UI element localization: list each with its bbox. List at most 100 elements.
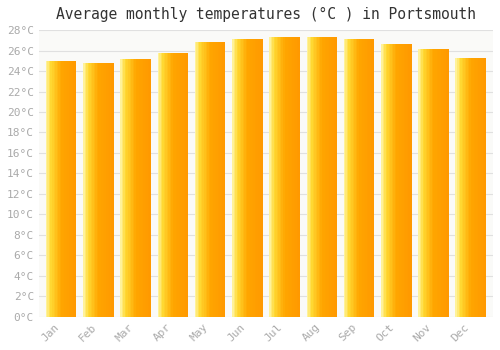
Bar: [326, 37, 328, 317]
Bar: [56, 61, 58, 317]
Bar: [456, 58, 457, 317]
Bar: [100, 63, 102, 317]
Bar: [196, 42, 198, 317]
Bar: [331, 37, 332, 317]
Bar: [310, 37, 311, 317]
Bar: [200, 42, 201, 317]
Bar: [290, 37, 292, 317]
Bar: [52, 61, 54, 317]
Bar: [440, 49, 441, 317]
Title: Average monthly temperatures (°C ) in Portsmouth: Average monthly temperatures (°C ) in Po…: [56, 7, 476, 22]
Bar: [446, 49, 447, 317]
Bar: [90, 63, 92, 317]
Bar: [434, 49, 435, 317]
Bar: [398, 44, 400, 317]
Bar: [373, 39, 374, 317]
Bar: [360, 39, 362, 317]
Bar: [436, 49, 438, 317]
Bar: [392, 44, 393, 317]
Bar: [318, 37, 320, 317]
Bar: [284, 37, 286, 317]
Bar: [138, 59, 140, 317]
Bar: [180, 52, 182, 317]
Bar: [224, 42, 226, 317]
Bar: [353, 39, 354, 317]
Bar: [347, 39, 348, 317]
Bar: [469, 58, 470, 317]
Bar: [346, 39, 347, 317]
Bar: [120, 59, 122, 317]
Bar: [195, 42, 196, 317]
Bar: [447, 49, 448, 317]
Bar: [441, 49, 442, 317]
Bar: [311, 37, 312, 317]
Bar: [46, 61, 48, 317]
Bar: [396, 44, 398, 317]
Bar: [320, 37, 322, 317]
Bar: [106, 63, 108, 317]
Bar: [322, 37, 324, 317]
Bar: [282, 37, 283, 317]
Bar: [482, 58, 483, 317]
Bar: [294, 37, 295, 317]
Bar: [462, 58, 463, 317]
Bar: [261, 39, 262, 317]
Bar: [222, 42, 224, 317]
Bar: [466, 58, 468, 317]
Bar: [50, 61, 52, 317]
Bar: [422, 49, 423, 317]
Bar: [235, 39, 236, 317]
Bar: [297, 37, 298, 317]
Bar: [94, 63, 96, 317]
Bar: [69, 61, 70, 317]
Bar: [348, 39, 350, 317]
Bar: [289, 37, 290, 317]
Bar: [463, 58, 464, 317]
Bar: [55, 61, 56, 317]
Bar: [89, 63, 90, 317]
Bar: [232, 39, 234, 317]
Bar: [382, 44, 384, 317]
Bar: [476, 58, 477, 317]
Bar: [148, 59, 150, 317]
Bar: [365, 39, 366, 317]
Bar: [244, 39, 246, 317]
Bar: [288, 37, 289, 317]
Bar: [184, 52, 185, 317]
Bar: [277, 37, 278, 317]
Bar: [198, 42, 200, 317]
Bar: [474, 58, 476, 317]
Bar: [49, 61, 50, 317]
Bar: [83, 63, 84, 317]
Bar: [140, 59, 141, 317]
Bar: [146, 59, 148, 317]
Bar: [270, 37, 271, 317]
Bar: [84, 63, 86, 317]
Bar: [150, 59, 151, 317]
Bar: [103, 63, 104, 317]
Bar: [97, 63, 98, 317]
Bar: [428, 49, 429, 317]
Bar: [276, 37, 277, 317]
Bar: [170, 52, 172, 317]
Bar: [70, 61, 72, 317]
Bar: [173, 52, 174, 317]
Bar: [286, 37, 288, 317]
Bar: [359, 39, 360, 317]
Bar: [210, 42, 212, 317]
Bar: [312, 37, 314, 317]
Bar: [213, 42, 214, 317]
Bar: [460, 58, 462, 317]
Bar: [54, 61, 55, 317]
Bar: [179, 52, 180, 317]
Bar: [364, 39, 365, 317]
Bar: [202, 42, 204, 317]
Bar: [366, 39, 368, 317]
Bar: [218, 42, 219, 317]
Bar: [283, 37, 284, 317]
Bar: [330, 37, 331, 317]
Bar: [92, 63, 94, 317]
Bar: [136, 59, 137, 317]
Bar: [420, 49, 422, 317]
Bar: [212, 42, 213, 317]
